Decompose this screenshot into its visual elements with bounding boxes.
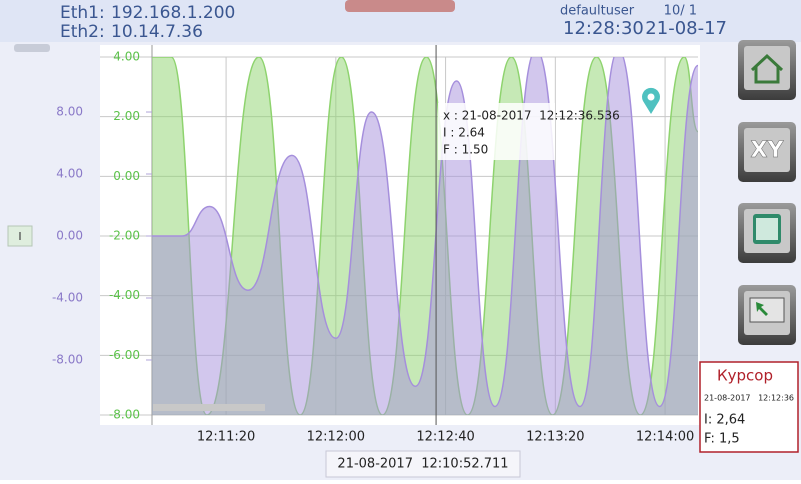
cursor-button[interactable] <box>738 285 796 345</box>
y-tick-label: 2.00 <box>113 109 140 123</box>
series-area <box>152 57 698 415</box>
user-name: defaultuser <box>560 4 635 19</box>
data-button[interactable] <box>738 203 796 263</box>
tooltip-i: I : 2.64 <box>443 126 485 140</box>
axis-toggle-label: I <box>18 230 21 243</box>
eth1-label: Eth1: <box>60 3 105 23</box>
clock-time: 12:28:30 <box>563 18 644 39</box>
y-tick-label: -4.00 <box>109 288 140 302</box>
x-tick-label: 12:13:20 <box>526 430 584 445</box>
start-time: 21-08-2017 12:10:52.711 <box>337 457 508 472</box>
y2-tick-label: 8.00 <box>56 105 83 119</box>
cursor-panel-f: F: 1,5 <box>704 432 740 447</box>
series-line <box>152 57 698 408</box>
start-time-box <box>325 450 521 478</box>
menu-handle[interactable] <box>14 44 50 52</box>
xy-button-label: XY <box>751 138 785 163</box>
y-tick-label: -6.00 <box>109 348 140 362</box>
y2-tick-label: 0.00 <box>56 229 83 243</box>
cursor-panel-date: 21-08-2017 <box>704 394 751 403</box>
x-tick-label: 12:14:00 <box>636 430 694 445</box>
location-pin[interactable] <box>641 87 660 114</box>
x-tick-label: 12:12:40 <box>416 430 474 445</box>
y-tick-label: -8.00 <box>109 408 140 422</box>
axis-toggle[interactable] <box>7 225 33 247</box>
y2-tick-label: -8.00 <box>52 352 83 366</box>
cursor-panel <box>699 361 799 453</box>
tooltip-f: F : 1.50 <box>443 143 488 157</box>
y2-tick-label: 4.00 <box>56 167 83 181</box>
eth2-label: Eth2: <box>60 22 105 42</box>
page-counter: 10/ 1 <box>664 4 697 19</box>
top-tab[interactable] <box>345 0 455 12</box>
y-tick-label: -2.00 <box>109 229 140 243</box>
cursor-panel-title: Курсор <box>717 367 773 385</box>
y2-tick-label: -4.00 <box>52 290 83 304</box>
x-tick-label: 12:11:20 <box>197 430 255 445</box>
eth1-ip: 192.168.1.200 <box>111 3 235 23</box>
tooltip-time: x : 21-08-2017 12:12:36.536 <box>443 109 620 123</box>
home-button[interactable] <box>738 40 796 100</box>
y-tick-label: 0.00 <box>113 169 140 183</box>
scrollbar[interactable] <box>153 404 265 411</box>
eth2-ip: 10.14.7.36 <box>111 22 203 42</box>
series-layer <box>152 57 698 415</box>
series-area <box>152 57 698 415</box>
tooltip-box <box>438 103 555 160</box>
cursor-panel-i: I: 2,64 <box>704 413 745 428</box>
cursor-panel-time: 12:12:36 <box>758 394 794 403</box>
xy-button[interactable]: XY <box>738 122 796 182</box>
clock-date: 21-08-17 <box>645 18 727 39</box>
y-tick-label: 4.00 <box>113 50 140 64</box>
x-tick-label: 12:12:00 <box>307 430 365 445</box>
